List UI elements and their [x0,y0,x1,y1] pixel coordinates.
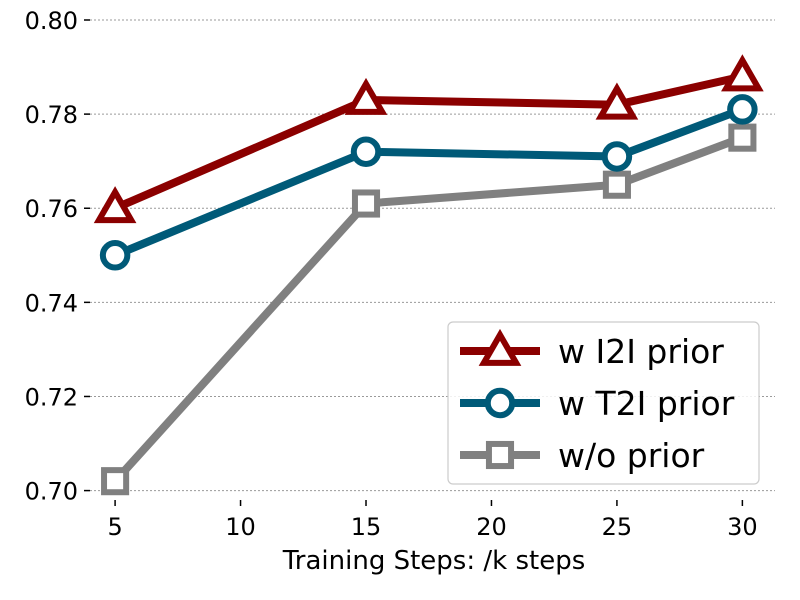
circle-marker [350,136,382,168]
circle-marker [484,387,516,419]
legend-label: w T2I prior [558,384,735,423]
legend-label: w/o prior [558,436,705,475]
series-line [111,105,747,260]
y-axis: 0.70 0.72 0.74 0.76 0.78 0.80 [25,7,90,506]
legend-entry: w I2I prior [460,328,724,371]
y-tick-label: 0.70 [25,478,78,506]
triangle-marker [721,54,764,92]
series-triangle [93,54,764,224]
series-line [111,133,747,486]
x-tick-label: 25 [602,513,633,541]
y-tick-label: 0.76 [25,195,78,223]
legend-box [447,321,760,485]
legend-label: w I2I prior [558,332,724,371]
legend-entry: w/o prior [460,436,705,475]
series-group [93,54,764,496]
x-axis-label: Training Steps: /k steps [282,546,586,576]
triangle-marker [93,186,137,224]
triangle-marker [344,77,388,115]
square-marker [101,467,130,496]
series-square [101,123,757,496]
x-tick-label: 20 [476,513,507,541]
square-marker [602,170,631,199]
legend: w I2I prior w T2I prior w/o prior [447,321,760,485]
legend-entry: w T2I prior [460,384,735,423]
x-tick-label: 30 [727,513,758,541]
series-line [111,72,747,213]
circle-marker [99,240,131,271]
x-axis: 5 10 15 20 25 30 [107,500,758,541]
y-tick-label: 0.78 [25,101,78,129]
triangle-marker [478,328,522,366]
y-tick-label: 0.74 [25,289,78,317]
square-marker [351,189,381,218]
y-tick-label: 0.72 [25,383,78,411]
series-circle [99,94,758,271]
circle-marker [601,141,633,172]
triangle-marker [595,82,639,120]
y-tick-label: 0.80 [25,7,78,35]
x-tick-label: 10 [225,513,256,541]
x-tick-label: 5 [107,513,122,541]
circle-marker [727,94,758,125]
square-marker [485,440,515,470]
x-tick-label: 15 [351,513,382,541]
square-marker [728,123,757,152]
